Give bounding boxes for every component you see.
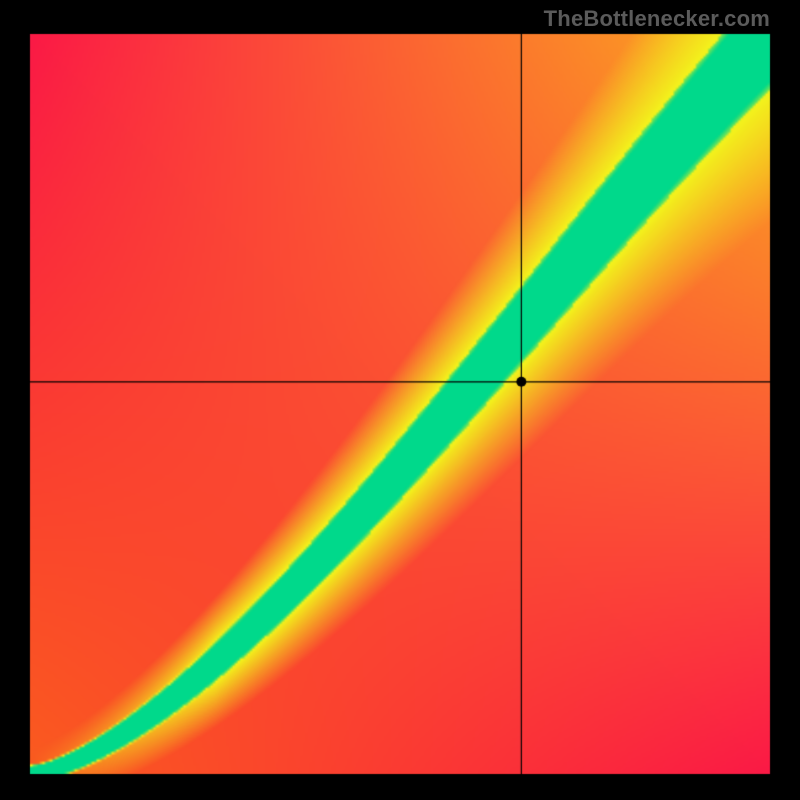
bottleneck-heatmap xyxy=(0,0,800,800)
chart-container: TheBottlenecker.com xyxy=(0,0,800,800)
source-watermark: TheBottlenecker.com xyxy=(544,6,770,32)
